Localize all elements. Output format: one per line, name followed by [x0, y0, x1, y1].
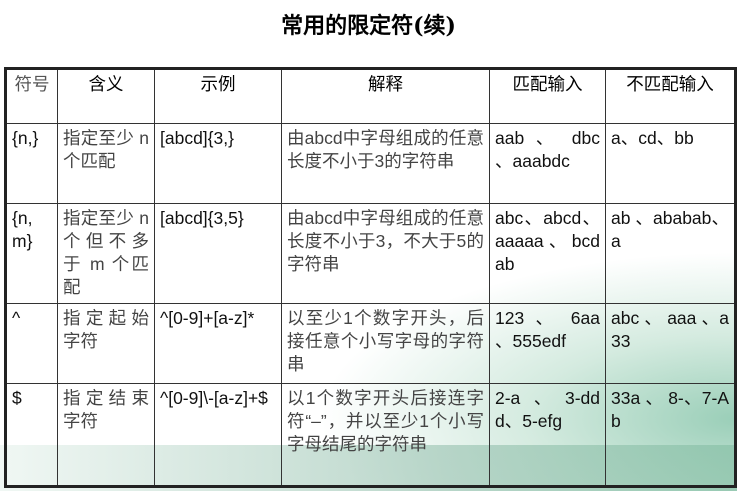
cell-match: 123 、 6aa 、555edf: [489, 303, 606, 384]
header-explanation: 解释: [281, 68, 490, 124]
cell-nomatch: abc 、 aaa 、a33: [605, 303, 736, 384]
cell-match: abc、abcd、aaaaa 、 bcdab: [489, 203, 606, 304]
cell-match: aab 、 dbc 、aaabdc: [489, 123, 606, 204]
cell-explanation: 由abcd中字母组成的任意长度不小于3的字符串: [281, 123, 490, 204]
cell-symbol: {n,}: [5, 123, 58, 204]
cell-meaning: 指定至少 n 个但不多于 m 个匹配: [57, 203, 155, 304]
header-meaning: 含义: [57, 68, 155, 124]
cell-nomatch: ab 、ababab、a: [605, 203, 736, 304]
cell-explanation: 以1个数字开头后接连字符“–”，并以至少1个小写字母结尾的字符串: [281, 383, 490, 487]
cell-symbol: {n, m}: [5, 203, 58, 304]
table-row: {n,} 指定至少 n 个匹配 [abcd]{3,} 由abcd中字母组成的任意…: [5, 123, 736, 204]
header-nomatch: 不匹配输入: [605, 68, 736, 124]
cell-example: [abcd]{3,}: [154, 123, 282, 204]
cell-match: 2-a、3-ddd、5-efg: [489, 383, 606, 487]
cell-meaning: 指定起始字符: [57, 303, 155, 384]
header-example: 示例: [154, 68, 282, 124]
slide-title: 常用的限定符(续): [281, 13, 456, 39]
quantifier-table: 符号 含义 示例 解释 匹配输入 不匹配输入 {n,} 指定至少 n 个匹配 […: [4, 67, 737, 488]
cell-explanation: 以至少1个数字开头，后接任意个小写字母的字符串: [281, 303, 490, 384]
cell-nomatch: a、cd、bb: [605, 123, 736, 204]
table-row: ^ 指定起始字符 ^[0-9]+[a-z]* 以至少1个数字开头，后接任意个小写…: [5, 303, 736, 384]
cell-explanation: 由abcd中字母组成的任意长度不小于3，不大于5的字符串: [281, 203, 490, 304]
cell-meaning: 指定至少 n 个匹配: [57, 123, 155, 204]
cell-example: [abcd]{3,5}: [154, 203, 282, 304]
cell-meaning: 指定结束字符: [57, 383, 155, 487]
cell-nomatch: 33a 、 8-、7-Ab: [605, 383, 736, 487]
header-symbol: 符号: [5, 68, 58, 124]
table-row: {n, m} 指定至少 n 个但不多于 m 个匹配 [abcd]{3,5} 由a…: [5, 203, 736, 304]
cell-example: ^[0-9]\-[a-z]+$: [154, 383, 282, 487]
cell-symbol: $: [5, 383, 58, 487]
cell-symbol: ^: [5, 303, 58, 384]
header-match: 匹配输入: [489, 68, 606, 124]
cell-example: ^[0-9]+[a-z]*: [154, 303, 282, 384]
table-header-row: 符号 含义 示例 解释 匹配输入 不匹配输入: [5, 68, 736, 124]
table-row: $ 指定结束字符 ^[0-9]\-[a-z]+$ 以1个数字开头后接连字符“–”…: [5, 383, 736, 487]
